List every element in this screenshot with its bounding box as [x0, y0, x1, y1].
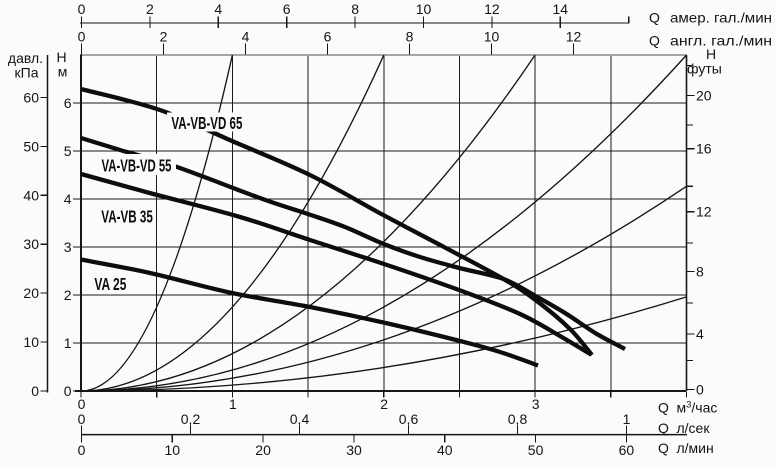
- svg-text:давл.: давл.: [8, 50, 43, 66]
- svg-text:м: м: [58, 64, 68, 80]
- svg-text:40: 40: [23, 187, 39, 203]
- svg-text:3: 3: [532, 396, 540, 412]
- svg-text:8: 8: [696, 264, 704, 280]
- svg-text:50: 50: [528, 442, 544, 458]
- svg-text:4: 4: [64, 191, 72, 207]
- svg-text:0: 0: [78, 29, 86, 45]
- svg-text:20: 20: [696, 87, 712, 103]
- svg-text:16: 16: [696, 141, 712, 157]
- svg-text:60: 60: [23, 89, 39, 105]
- svg-text:12: 12: [696, 204, 712, 220]
- svg-text:12: 12: [484, 1, 500, 17]
- svg-text:6: 6: [64, 95, 72, 111]
- svg-text:10: 10: [165, 442, 181, 458]
- svg-text:VA-VB 35: VA-VB 35: [101, 207, 153, 227]
- svg-text:4: 4: [214, 1, 222, 17]
- svg-text:4: 4: [696, 326, 704, 342]
- svg-text:VA-VB-VD 65: VA-VB-VD 65: [171, 113, 242, 133]
- svg-text:2: 2: [160, 29, 168, 45]
- svg-text:0,8: 0,8: [508, 411, 528, 427]
- svg-text:50: 50: [23, 138, 39, 154]
- svg-text:амер. гал./мин: амер. гал./мин: [670, 10, 772, 26]
- svg-text:м3/час: м3/час: [677, 400, 718, 416]
- svg-text:12: 12: [566, 29, 582, 45]
- svg-text:2: 2: [380, 396, 388, 412]
- svg-text:0: 0: [78, 442, 86, 458]
- svg-text:англ. гал./мин: англ. гал./мин: [670, 33, 772, 49]
- svg-text:60: 60: [619, 442, 635, 458]
- svg-text:0,6: 0,6: [399, 411, 419, 427]
- svg-text:1: 1: [623, 411, 631, 427]
- svg-text:H: H: [56, 49, 66, 65]
- svg-text:VA 25: VA 25: [94, 274, 126, 294]
- svg-text:0: 0: [78, 396, 86, 412]
- svg-text:2: 2: [146, 1, 154, 17]
- svg-text:1: 1: [229, 396, 237, 412]
- svg-text:2: 2: [64, 287, 72, 303]
- svg-text:30: 30: [23, 236, 39, 252]
- svg-text:20: 20: [255, 442, 271, 458]
- svg-text:0,4: 0,4: [290, 411, 310, 427]
- svg-text:4: 4: [242, 29, 250, 45]
- svg-text:10: 10: [484, 29, 500, 45]
- svg-text:л/мин: л/мин: [677, 440, 714, 456]
- svg-text:Q: Q: [658, 440, 669, 456]
- svg-text:1: 1: [64, 335, 72, 351]
- svg-text:0: 0: [78, 411, 86, 427]
- svg-text:40: 40: [437, 442, 453, 458]
- svg-text:8: 8: [406, 29, 414, 45]
- svg-text:8: 8: [351, 1, 359, 17]
- svg-text:футы: футы: [687, 61, 722, 77]
- svg-text:0,2: 0,2: [181, 411, 201, 427]
- svg-text:Q: Q: [658, 400, 669, 416]
- svg-text:20: 20: [23, 285, 39, 301]
- svg-text:л/сек: л/сек: [677, 420, 711, 436]
- svg-text:0: 0: [78, 1, 86, 17]
- svg-text:3: 3: [64, 239, 72, 255]
- svg-text:кПа: кПа: [15, 65, 39, 81]
- svg-text:10: 10: [23, 334, 39, 350]
- svg-text:5: 5: [64, 143, 72, 159]
- svg-text:10: 10: [416, 1, 432, 17]
- svg-text:Q: Q: [649, 10, 660, 26]
- svg-text:14: 14: [553, 1, 569, 17]
- svg-text:6: 6: [283, 1, 291, 17]
- svg-text:Q: Q: [649, 33, 660, 49]
- svg-text:Q: Q: [658, 420, 669, 436]
- svg-text:30: 30: [346, 442, 362, 458]
- svg-text:6: 6: [324, 29, 332, 45]
- svg-text:0: 0: [64, 383, 72, 399]
- svg-text:0: 0: [31, 383, 39, 399]
- svg-text:H: H: [706, 46, 716, 62]
- svg-text:VA-VB-VD 55: VA-VB-VD 55: [102, 155, 172, 175]
- svg-text:0: 0: [696, 382, 704, 398]
